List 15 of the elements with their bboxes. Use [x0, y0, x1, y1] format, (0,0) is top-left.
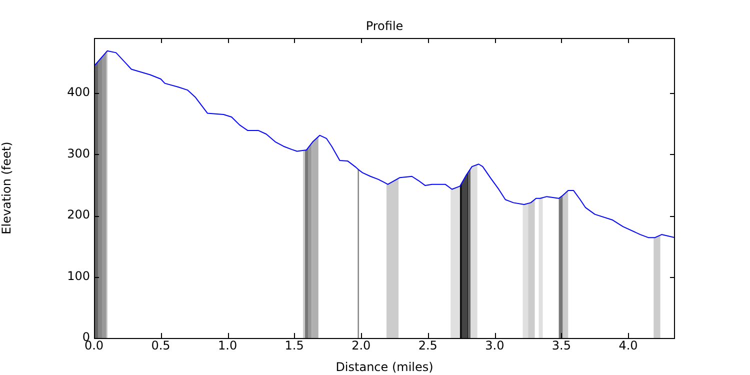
x-axis-title: Distance (miles) [336, 360, 434, 374]
x-tick-label: 3.0 [485, 338, 504, 352]
y-tick-label: 200 [67, 208, 90, 222]
x-tick-label: 2.5 [418, 338, 438, 352]
y-tick-label: 100 [67, 268, 90, 283]
y-tick-label: 400 [67, 85, 90, 100]
x-tick-label: 1.5 [284, 338, 304, 352]
x-tick-label: 2.0 [352, 338, 371, 352]
x-tick-label: 0.5 [151, 338, 170, 352]
x-tick-label: 4.0 [618, 338, 638, 352]
y-tick-label: 300 [67, 146, 90, 160]
y-axis-title: Elevation (feet) [0, 142, 14, 234]
x-tick-label: 3.5 [552, 338, 572, 352]
x-tick-label: 1.0 [218, 338, 238, 352]
chart-title: Profile [366, 19, 404, 34]
